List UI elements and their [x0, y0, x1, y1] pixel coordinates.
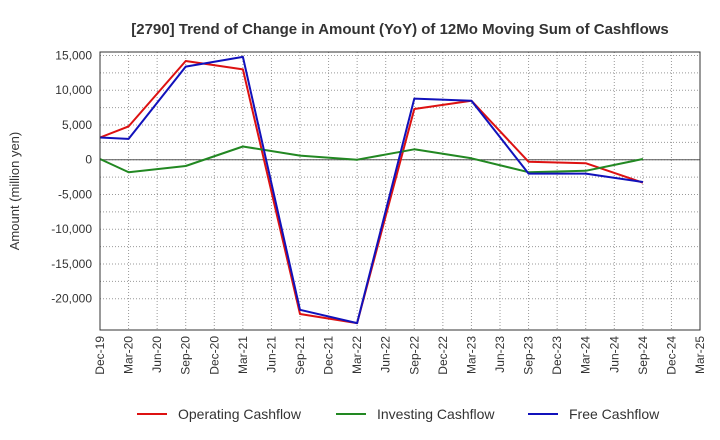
x-tick-label: Mar-25: [693, 336, 707, 374]
x-tick-label: Sep-21: [293, 336, 307, 375]
legend-label: Free Cashflow: [569, 406, 660, 422]
x-tick-label: Dec-20: [207, 336, 221, 375]
series-line-operating-cashflow: [99, 60, 644, 325]
x-tick-label: Jun-21: [264, 336, 278, 373]
x-tick-label: Sep-23: [522, 336, 536, 375]
y-tick-label: -5,000: [58, 187, 92, 201]
x-tick-label: Jun-24: [607, 336, 621, 373]
x-tick-label: Jun-23: [493, 336, 507, 373]
y-tick-label: 0: [85, 153, 92, 167]
chart-title: [2790] Trend of Change in Amount (YoY) o…: [131, 21, 669, 38]
y-tick-label: -10,000: [51, 222, 92, 236]
legend: Operating Cashflow Investing Cashflow Free…: [137, 406, 660, 422]
x-tick-label: Mar-20: [122, 336, 136, 374]
series-layer: [99, 55, 644, 325]
x-tick-label: Dec-23: [550, 336, 564, 375]
series-line-free-cashflow: [99, 55, 644, 325]
y-axis-label: Amount (million yen): [7, 132, 22, 251]
y-tick-labels: 15,000 10,000 5,000 0 -5,000 -10,000 -15,000 -2…: [51, 48, 92, 305]
grid: [99, 52, 701, 330]
x-tick-label: Jun-22: [379, 336, 393, 373]
x-tick-label: Dec-24: [664, 336, 678, 375]
legend-label: Operating Cashflow: [178, 406, 302, 422]
x-tick-label: Mar-24: [579, 336, 593, 374]
x-tick-labels: Dec-19 Mar-20 Jun-20 Sep-20 Dec-20 Mar-21 Jun-…: [93, 336, 707, 375]
x-tick-label: Jun-20: [150, 336, 164, 373]
y-tick-label: 15,000: [55, 48, 92, 62]
y-tick-label: 5,000: [62, 118, 92, 132]
x-tick-label: Sep-22: [407, 336, 421, 375]
x-tick-label: Mar-21: [236, 336, 250, 374]
y-tick-label: 10,000: [55, 83, 92, 97]
x-tick-label: Mar-23: [464, 336, 478, 374]
x-tick-label: Sep-24: [636, 336, 650, 375]
y-tick-label: -20,000: [51, 292, 92, 306]
x-tick-label: Sep-20: [179, 336, 193, 375]
legend-label: Investing Cashflow: [377, 406, 495, 422]
x-tick-label: Mar-22: [350, 336, 364, 374]
x-tick-label: Dec-22: [436, 336, 450, 375]
y-tick-label: -15,000: [51, 257, 92, 271]
plot-area-frame: [99, 51, 701, 331]
x-tick-label: Dec-21: [322, 336, 336, 375]
x-tick-label: Dec-19: [93, 336, 107, 375]
